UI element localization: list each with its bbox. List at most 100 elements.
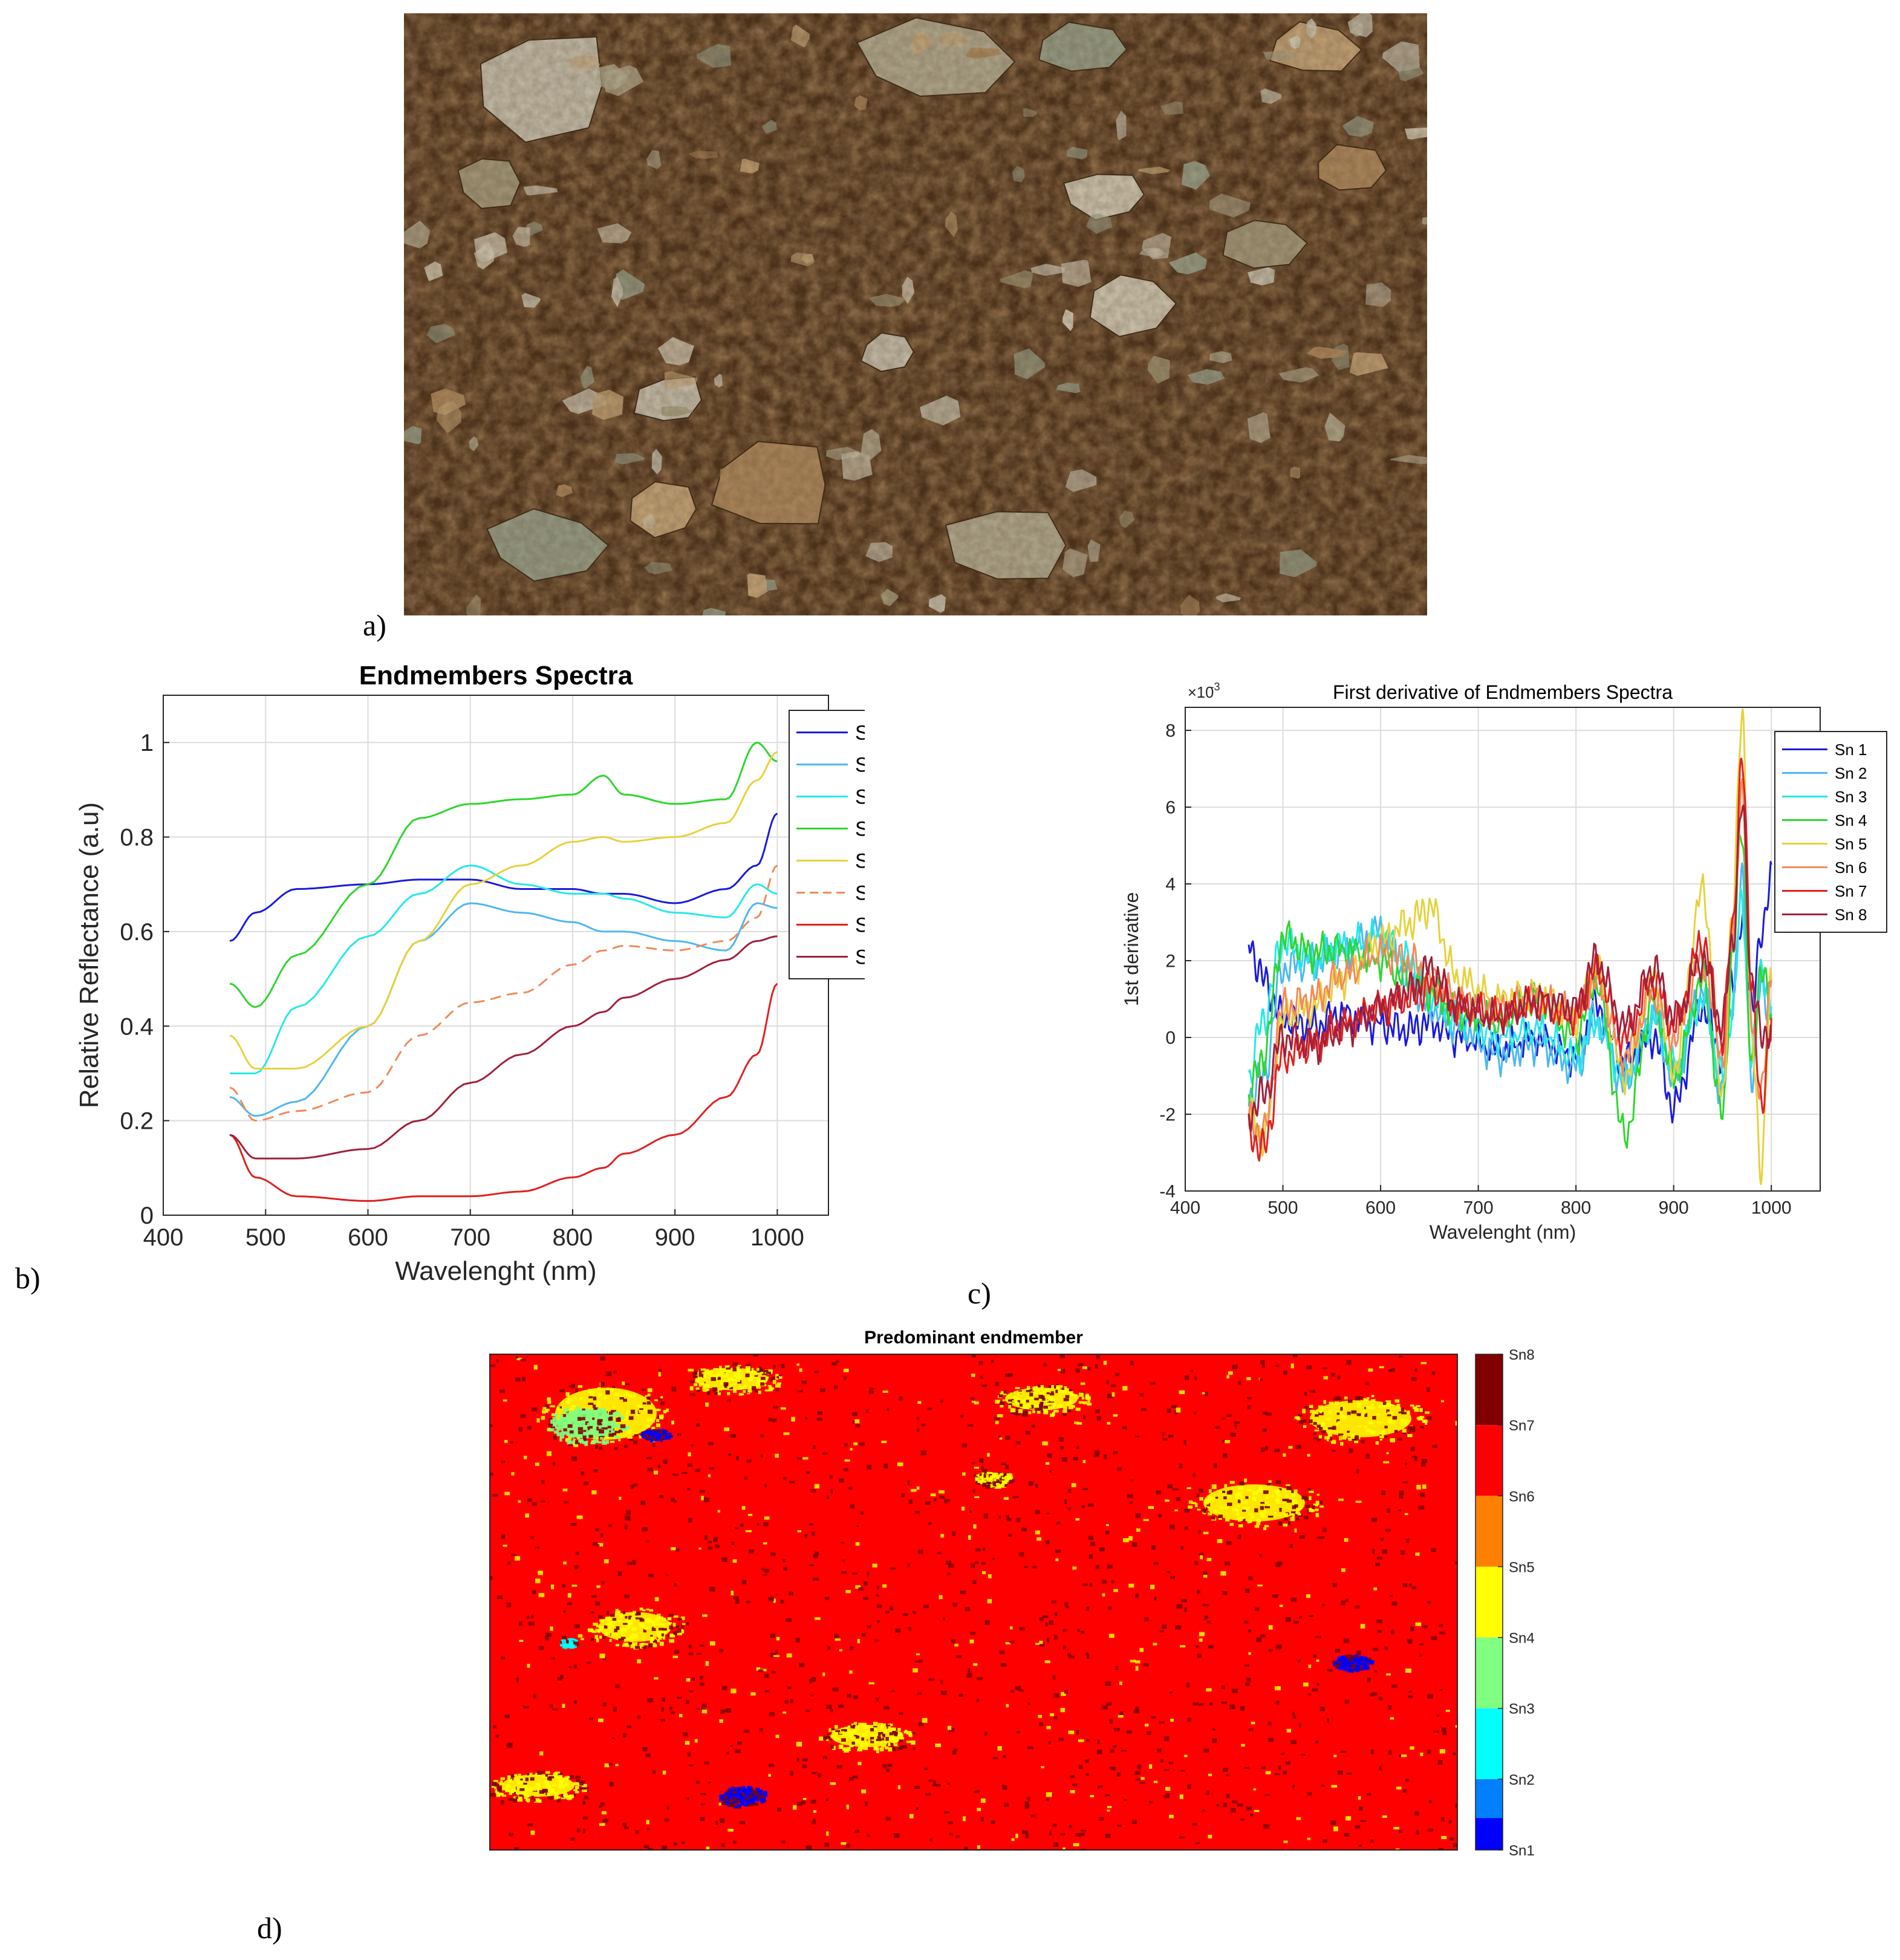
map-speckle: [1382, 1404, 1387, 1407]
map-speckle: [1082, 1583, 1088, 1586]
map-speckle: [851, 1741, 855, 1745]
y-tick-label: 0.4: [120, 1013, 154, 1040]
map-speckle: [813, 1577, 819, 1581]
map-speckle: [747, 1792, 751, 1797]
map-speckle: [1018, 1552, 1024, 1557]
map-speckle: [501, 1534, 506, 1539]
map-speckle: [1290, 1493, 1295, 1498]
map-speckle: [1251, 1721, 1255, 1725]
map-speckle: [655, 1409, 659, 1412]
map-speckle: [600, 1635, 606, 1639]
map-speckle: [497, 1788, 501, 1791]
map-speckle: [827, 1733, 831, 1735]
map-speckle: [1303, 1425, 1307, 1428]
map-speckle: [1021, 1403, 1026, 1407]
map-speckle: [1248, 1519, 1252, 1524]
map-speckle: [1349, 1669, 1353, 1672]
map-speckle: [1054, 1612, 1058, 1616]
y-tick-label: 0.8: [120, 825, 154, 851]
map-speckle: [633, 1611, 636, 1614]
map-speckle: [1019, 1403, 1023, 1407]
map-speckle: [1050, 1413, 1055, 1417]
map-speckle: [687, 1488, 691, 1491]
map-speckle: [609, 1782, 614, 1786]
map-speckle: [1140, 1777, 1145, 1780]
map-speckle: [1381, 1430, 1385, 1434]
map-speckle: [558, 1421, 564, 1426]
map-speckle: [1206, 1688, 1212, 1692]
map-speckle: [1244, 1664, 1249, 1667]
map-speckle: [652, 1770, 656, 1774]
map-speckle: [1337, 1657, 1342, 1660]
map-speckle: [1002, 1481, 1007, 1484]
map-speckle: [1441, 1727, 1446, 1731]
map-speckle: [646, 1401, 651, 1405]
map-speckle: [760, 1434, 764, 1438]
map-speckle: [1064, 1602, 1069, 1606]
map-speckle: [570, 1641, 573, 1644]
map-speckle: [571, 1456, 577, 1461]
map-speckle: [763, 1522, 769, 1527]
map-speckle: [834, 1385, 838, 1389]
map-speckle: [761, 1568, 764, 1571]
map-speckle: [622, 1822, 627, 1826]
map-speckle: [602, 1811, 607, 1815]
map-speckle: [511, 1554, 516, 1556]
map-speckle: [1309, 1508, 1313, 1510]
map-speckle: [928, 1678, 935, 1681]
map-speckle: [1421, 1459, 1428, 1464]
map-speckle: [1003, 1390, 1007, 1394]
map-speckle: [650, 1418, 655, 1423]
map-speckle: [994, 1485, 1000, 1489]
map-speckle: [1199, 1632, 1205, 1637]
map-speckle: [1107, 1421, 1111, 1425]
map-speckle: [1034, 1407, 1039, 1411]
map-speckle: [619, 1395, 625, 1399]
map-speckle: [524, 1788, 528, 1792]
map-speckle: [697, 1653, 701, 1655]
map-speckle: [1037, 1410, 1041, 1414]
map-speckle: [622, 1644, 626, 1647]
map-speckle: [826, 1831, 829, 1836]
map-speckle: [1225, 1440, 1231, 1444]
map-speckle: [1157, 1748, 1162, 1753]
map-speckle: [724, 1427, 730, 1432]
map-speckle: [523, 1782, 527, 1785]
map-speckle: [1296, 1507, 1301, 1511]
map-speckle: [504, 1491, 510, 1496]
map-speckle: [1026, 1398, 1031, 1401]
map-speckle: [1437, 1760, 1443, 1765]
map-speckle: [1329, 1401, 1334, 1404]
map-speckle: [1127, 1494, 1133, 1498]
map-speckle: [1414, 1408, 1419, 1412]
map-speckle: [530, 1536, 534, 1539]
map-speckle: [1341, 1415, 1344, 1417]
map-speckle: [1295, 1517, 1300, 1520]
map-speckle: [975, 1548, 981, 1552]
map-speckle: [607, 1422, 612, 1426]
map-speckle: [654, 1433, 658, 1436]
map-speckle: [997, 1414, 1003, 1418]
map-speckle: [695, 1379, 700, 1383]
map-speckle: [664, 1436, 668, 1440]
map-speckle: [1360, 1667, 1364, 1671]
map-speckle: [660, 1430, 666, 1434]
map-speckle: [1371, 1399, 1376, 1402]
map-speckle: [1029, 1388, 1034, 1392]
map-speckle: [1002, 1475, 1007, 1478]
map-speckle: [1358, 1796, 1361, 1800]
map-speckle: [764, 1569, 770, 1573]
map-speckle: [844, 1459, 850, 1462]
map-speckle: [597, 1409, 602, 1413]
map-speckle: [1086, 1606, 1090, 1611]
map-speckle: [1046, 1462, 1050, 1465]
map-speckle: [577, 1431, 584, 1435]
map-speckle: [865, 1801, 868, 1806]
map-speckle: [1005, 1374, 1012, 1378]
map-speckle: [675, 1625, 680, 1628]
map-speckle: [1023, 1410, 1028, 1413]
map-speckle: [619, 1496, 622, 1501]
map-speckle: [583, 1430, 587, 1432]
map-speckle: [757, 1380, 761, 1384]
map-speckle: [654, 1470, 659, 1475]
